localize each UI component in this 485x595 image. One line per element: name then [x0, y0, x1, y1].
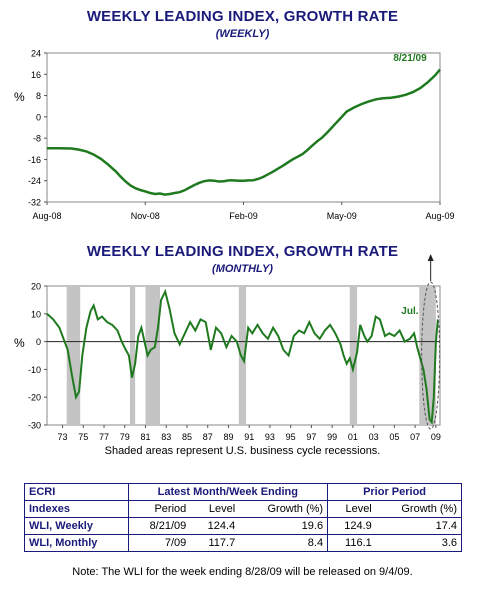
x-tick-label: 95 [286, 432, 296, 440]
row-name: WLI, Weekly [24, 517, 129, 535]
x-tick-label: Feb-09 [229, 211, 258, 221]
recession-band [129, 286, 136, 425]
table-sub-prior-growth: Growth (%) [375, 500, 462, 518]
row-prior-level: 124.9 [327, 517, 376, 535]
x-tick-label: 77 [99, 432, 109, 440]
y-tick-label: 24 [31, 49, 41, 59]
x-tick-label: 83 [161, 432, 171, 440]
y-tick-label: -8 [33, 134, 41, 144]
recession-band [238, 286, 247, 425]
recession-band [419, 286, 436, 425]
row-level: 117.7 [190, 534, 240, 552]
x-tick-label: Aug-08 [32, 211, 61, 221]
x-tick-label: 85 [182, 432, 192, 440]
x-tick-label: 99 [327, 432, 337, 440]
row-prior-level: 116.1 [327, 534, 376, 552]
weekly-chart-subtitle: (WEEKLY) [215, 28, 270, 40]
x-tick-label: 07 [410, 432, 420, 440]
table-sub-level: Level [190, 500, 240, 518]
row-name: WLI, Monthly [24, 534, 129, 552]
row-level: 124.4 [190, 517, 240, 535]
x-tick-label: 97 [306, 432, 316, 440]
latest-month-annotation: Jul. [401, 306, 418, 317]
y-tick-label: -20 [28, 393, 41, 403]
y-tick-label: 16 [31, 70, 41, 80]
table-header-latest: Latest Month/Week Ending [127, 483, 329, 501]
x-tick-label: Aug-09 [425, 211, 454, 221]
x-tick-label: 73 [58, 432, 68, 440]
recession-band [145, 286, 161, 425]
table-sub-period: Period [127, 500, 191, 518]
recession-band [349, 286, 358, 425]
table-header-prior: Prior Period [327, 483, 462, 501]
x-tick-label: 93 [265, 432, 275, 440]
y-tick-label: 20 [31, 282, 41, 292]
release-note: Note: The WLI for the week ending 8/28/0… [72, 566, 413, 578]
monthly-chart: 20 10 0 -10 -20 -30% 73 75 77 79 81 83 85 87 89 91 93 95 9… [14, 254, 441, 440]
monthly-chart-subtitle: (MONTHLY) [212, 263, 273, 275]
x-tick-label: 03 [369, 432, 379, 440]
row-growth: 8.4 [239, 534, 329, 552]
plot-area [46, 52, 441, 203]
row-growth: 19.6 [239, 517, 329, 535]
row-period: 8/21/09 [127, 517, 191, 535]
x-tick-label: 89 [223, 432, 233, 440]
table-sub-prior-level: Level [327, 500, 376, 518]
table-header-ecri: ECRI [24, 483, 129, 501]
latest-value-annotation: 8/21/09 [393, 53, 427, 64]
x-tick-label: May-09 [327, 211, 357, 221]
x-tick-label: 81 [141, 432, 151, 440]
latest-highlight-ellipse [421, 281, 441, 430]
weekly-chart: 24 16 8 0 -8 -16 -24 -32% Aug-08 Nov-08 Feb-09 May-… [14, 49, 455, 222]
y-tick-label: -32 [28, 198, 41, 208]
x-tick-label: 79 [120, 432, 130, 440]
row-period: 7/09 [127, 534, 191, 552]
table-sub-growth: Growth (%) [239, 500, 329, 518]
y-axis-label: % [14, 90, 25, 104]
wli-weekly-line [47, 68, 441, 196]
x-tick-label: 91 [244, 432, 254, 440]
y-tick-label: 0 [36, 112, 41, 122]
recession-band [66, 286, 81, 425]
row-prior-growth: 3.6 [375, 534, 462, 552]
y-tick-label: -10 [28, 365, 41, 375]
y-axis-label: % [14, 336, 25, 350]
x-tick-label: 75 [78, 432, 88, 440]
table-row: WLI, Weekly 8/21/09 124.4 19.6 124.9 17.… [24, 517, 462, 535]
monthly-chart-title: WEEKLY LEADING INDEX, GROWTH RATE [86, 243, 399, 260]
x-tick-label: 09 [431, 432, 441, 440]
y-tick-label: -16 [28, 155, 41, 165]
table-header-indexes: Indexes [24, 500, 129, 518]
wli-monthly-line [46, 288, 439, 425]
row-prior-growth: 17.4 [375, 517, 462, 535]
weekly-chart-title: WEEKLY LEADING INDEX, GROWTH RATE [86, 8, 399, 25]
x-tick-label: 87 [203, 432, 213, 440]
x-tick-label: 05 [389, 432, 399, 440]
arrow-up-icon [427, 254, 434, 261]
x-tick-label: Nov-08 [131, 211, 160, 221]
recession-caption: Shaded areas represent U.S. business cyc… [104, 445, 381, 457]
y-tick-label: 8 [36, 91, 41, 101]
y-tick-label: -30 [28, 421, 41, 431]
y-tick-label: 10 [31, 309, 41, 319]
y-tick-label: 0 [36, 337, 41, 347]
y-tick-label: -24 [28, 176, 41, 186]
x-tick-label: 01 [348, 432, 358, 440]
table-row: WLI, Monthly 7/09 117.7 8.4 116.1 3.6 [24, 534, 462, 552]
ecri-table: ECRI Latest Month/Week Ending Prior Peri… [24, 483, 462, 552]
